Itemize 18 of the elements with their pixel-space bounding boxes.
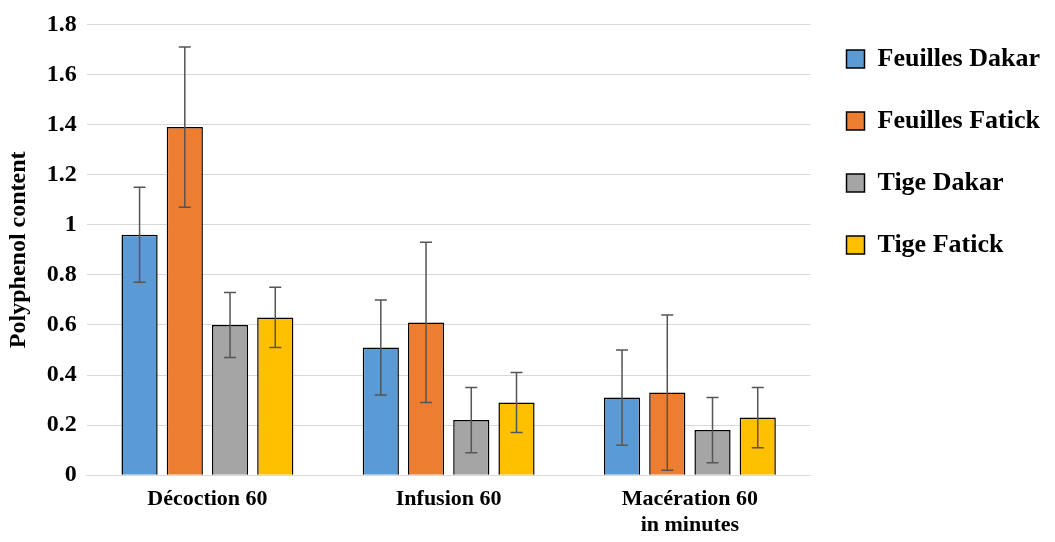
y-tick-label: 1.6 [46, 59, 77, 86]
x-tick-label: Infusion 60 [395, 485, 502, 511]
legend-label: Tige Dakar [877, 166, 1004, 196]
y-tick-label: 1.2 [46, 159, 77, 186]
y-tick-label: 1.8 [46, 9, 77, 36]
y-tick-label: 1.4 [46, 109, 77, 136]
legend-label: Feuilles Dakar [877, 42, 1041, 72]
y-tick-label: 0.4 [46, 360, 77, 387]
legend-label: Feuilles Fatick [877, 104, 1041, 134]
y-tick-label: 0.2 [46, 410, 77, 437]
y-tick-label: 0.8 [46, 260, 77, 287]
y-axis-title: Polyphenol content [3, 151, 30, 349]
legend-label: Tige Fatick [877, 228, 1004, 258]
y-tick-label: 0 [64, 460, 77, 487]
x-tick-label: Macération 60 in minutes [621, 485, 759, 537]
y-tick-label: 1 [64, 209, 77, 236]
y-tick-label: 0.6 [46, 310, 77, 337]
x-tick-label: Décoction 60 [147, 485, 268, 511]
